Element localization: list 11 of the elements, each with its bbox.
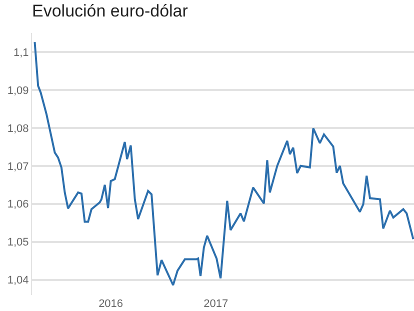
y-tick-label: 1,1: [14, 46, 29, 59]
y-tick-label: 1,06: [7, 198, 29, 211]
chart-title: Evolución euro-dólar: [32, 2, 188, 21]
x-tick-label: 2016: [98, 298, 124, 310]
y-tick-label: 1,05: [7, 236, 29, 249]
y-tick-label: 1,09: [7, 84, 29, 97]
x-tick-label: 2017: [204, 298, 228, 310]
line-series: [34, 41, 414, 286]
y-tick-label: 1,04: [7, 274, 29, 287]
y-tick-label: 1,08: [7, 122, 29, 135]
y-tick-label: 1,07: [7, 160, 29, 173]
